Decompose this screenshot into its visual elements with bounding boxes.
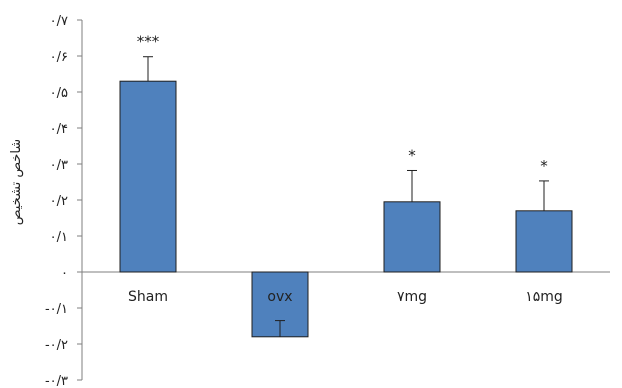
- y-tick-label: ۰/۶: [50, 50, 68, 65]
- category-label-3: ۱۵mg: [525, 289, 563, 305]
- bar-0: [119, 80, 177, 273]
- y-tick-label: -۰/۱: [45, 302, 68, 317]
- bars: [119, 80, 573, 338]
- y-axis-label: شاخص تشخیص: [9, 139, 24, 225]
- significance-label-0: ***: [137, 33, 160, 51]
- y-tick-label: ۰/۳: [50, 158, 68, 173]
- y-tick-label: -۰/۳: [45, 374, 68, 388]
- significance-label-2: *: [408, 146, 416, 164]
- category-label-0: Sham: [128, 289, 168, 305]
- bar-3: [515, 210, 573, 273]
- error-bars: [143, 56, 549, 337]
- significance-label-3: *: [540, 157, 548, 175]
- y-tick-label: ۰/۲: [50, 194, 68, 209]
- y-tick-label: ۰/۵: [50, 86, 68, 101]
- y-tick-label: ۰/۱: [50, 230, 68, 245]
- y-tick-label: ۰/۴: [50, 122, 68, 137]
- y-tick-label: ۰/۷: [50, 14, 68, 29]
- bar-2: [383, 201, 441, 273]
- category-label-2: ۷mg: [397, 289, 427, 305]
- y-tick-label: ۰: [61, 266, 68, 281]
- labels: ۰/۷ ۰/۶ ۰/۵ ۰/۴ ۰/۳ ۰/۲ ۰/۱ ۰ -۰/۱ -۰/۲ -۰/۳ *** Sha…: [45, 14, 563, 388]
- y-tick-label: -۰/۲: [45, 338, 68, 353]
- category-label-1: ovx: [267, 289, 292, 305]
